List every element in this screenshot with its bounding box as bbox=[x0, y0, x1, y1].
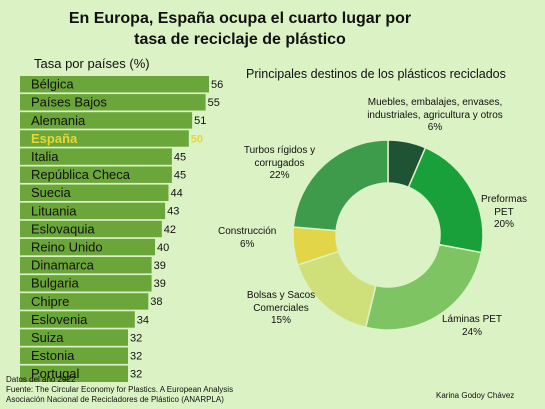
bar-value-portugal: 32 bbox=[130, 369, 142, 381]
author-credit: Karina Godoy Chávez bbox=[436, 391, 515, 400]
bar-portugal bbox=[20, 365, 128, 382]
bar-value-suecia: 44 bbox=[171, 188, 183, 200]
slice-label-preformas-name: Preformas PET bbox=[480, 194, 528, 218]
slice-label-turbos-name: Turbos rígidos y corrugados bbox=[243, 145, 316, 169]
bar-label-estonia: Estonia bbox=[31, 348, 75, 363]
slice-label-bolsas-name: Bolsas y Sacos Comerciales bbox=[246, 290, 316, 314]
slice-label-turbos-value: 22% bbox=[269, 170, 290, 181]
bar-label-eslovaquia: Eslovaquia bbox=[31, 221, 95, 236]
main-title-line-1: En Europa, España ocupa el cuarto lugar … bbox=[68, 10, 412, 27]
bar-label-eslovenia: Eslovenia bbox=[31, 312, 88, 327]
slice-label-bolsas-value: 15% bbox=[270, 315, 291, 326]
bar-lituania bbox=[20, 202, 166, 220]
bar-eslovaquia bbox=[20, 220, 162, 238]
slice-label-construccion-value: 6% bbox=[239, 238, 255, 250]
main-title: En Europa, España ocupa el cuarto lugar … bbox=[0, 8, 480, 50]
slice-label-construccion-name: Construcción bbox=[218, 226, 277, 237]
bar-value-bulgaria: 39 bbox=[154, 278, 166, 290]
bar-label-paises-bajos: Países Bajos bbox=[31, 95, 107, 110]
bar-label-suecia: Suecia bbox=[31, 185, 72, 200]
bar-value-reino-unido: 40 bbox=[157, 242, 169, 254]
bar-chipre bbox=[20, 293, 149, 310]
footer-notes: Datos del año 2022 Fuente: The Circular … bbox=[6, 375, 233, 405]
donut-chart-title: Principales destinos de los plásticos re… bbox=[246, 67, 506, 81]
bar-value-dinamarca: 39 bbox=[154, 260, 166, 272]
slice-label-laminas-value: 24% bbox=[462, 326, 483, 338]
bar-value-eslovenia: 34 bbox=[137, 314, 149, 326]
bar-value-estonia: 32 bbox=[130, 351, 142, 363]
bar-alemania bbox=[20, 112, 193, 129]
bar-espana bbox=[20, 130, 189, 147]
slice-label-turbos: Turbos rígidos y corrugados 22% bbox=[232, 145, 327, 183]
bar-chart-subtitle: Tasa por países (%) bbox=[34, 56, 150, 71]
bar-label-chipre: Chipre bbox=[31, 294, 69, 309]
bar-label-italia: Italia bbox=[31, 149, 59, 164]
slice-label-laminas-name: Láminas PET bbox=[442, 314, 503, 325]
bar-value-alemania: 51 bbox=[194, 115, 206, 127]
bar-reino-unido bbox=[20, 238, 155, 256]
bar-value-paises-bajos: 55 bbox=[208, 97, 220, 109]
slice-label-muebles-name: Muebles, embalajes, envases, industriale… bbox=[367, 97, 503, 121]
bar-eslovenia bbox=[20, 311, 135, 328]
bar-paises-bajos bbox=[20, 94, 206, 111]
main-title-line-2: tasa de reciclaje de plástico bbox=[134, 31, 346, 48]
bar-belgica bbox=[20, 76, 209, 93]
bar-value-chipre: 38 bbox=[150, 296, 162, 308]
bar-value-eslovaquia: 42 bbox=[164, 224, 176, 236]
bar-label-portugal: Portugal bbox=[31, 366, 80, 381]
bar-value-espana: 50 bbox=[191, 133, 203, 145]
bar-label-bulgaria: Bulgaria bbox=[31, 276, 79, 291]
slice-label-muebles-value: 6% bbox=[427, 122, 443, 133]
footer-line-2: Fuente: The Circular Economy for Plastic… bbox=[6, 385, 234, 394]
bar-suiza bbox=[20, 329, 128, 346]
slice-label-construccion: Construcción 6% bbox=[218, 226, 276, 251]
donut-slice-turbos bbox=[292, 139, 389, 232]
bar-bulgaria bbox=[20, 275, 152, 292]
bar-label-espana: España bbox=[31, 131, 78, 146]
donut-slice-preformas bbox=[407, 146, 484, 254]
slice-label-muebles: Muebles, embalajes, envases, industriale… bbox=[365, 97, 505, 135]
bar-value-republica-checa: 45 bbox=[174, 170, 186, 182]
footer-line-3: Asociación Nacional de Recicladores de P… bbox=[6, 395, 224, 404]
footer-line-1: Datos del año 2022 bbox=[6, 375, 76, 384]
bar-value-lituania: 43 bbox=[167, 206, 179, 218]
bar-value-italia: 45 bbox=[174, 151, 186, 163]
slice-label-laminas: Láminas PET 24% bbox=[442, 314, 502, 339]
bar-label-alemania: Alemania bbox=[31, 113, 86, 128]
bar-italia bbox=[20, 148, 172, 165]
bar-dinamarca bbox=[20, 257, 152, 274]
bar-label-lituania: Lituania bbox=[31, 203, 77, 218]
slice-label-preformas: Preformas PET 20% bbox=[474, 194, 534, 232]
bar-estonia bbox=[20, 347, 128, 364]
slice-label-bolsas: Bolsas y Sacos Comerciales 15% bbox=[239, 290, 323, 328]
bar-label-belgica: Bélgica bbox=[31, 77, 74, 92]
bar-label-suiza: Suiza bbox=[31, 330, 64, 345]
bar-label-dinamarca: Dinamarca bbox=[31, 258, 95, 273]
bar-label-republica-checa: República Checa bbox=[31, 167, 131, 182]
bar-label-reino-unido: Reino Unido bbox=[31, 240, 103, 255]
slice-label-preformas-value: 20% bbox=[493, 219, 514, 230]
bar-suecia bbox=[20, 184, 169, 201]
bar-republica-checa bbox=[20, 166, 172, 183]
bar-value-suiza: 32 bbox=[130, 332, 142, 344]
bar-value-belgica: 56 bbox=[211, 79, 223, 91]
